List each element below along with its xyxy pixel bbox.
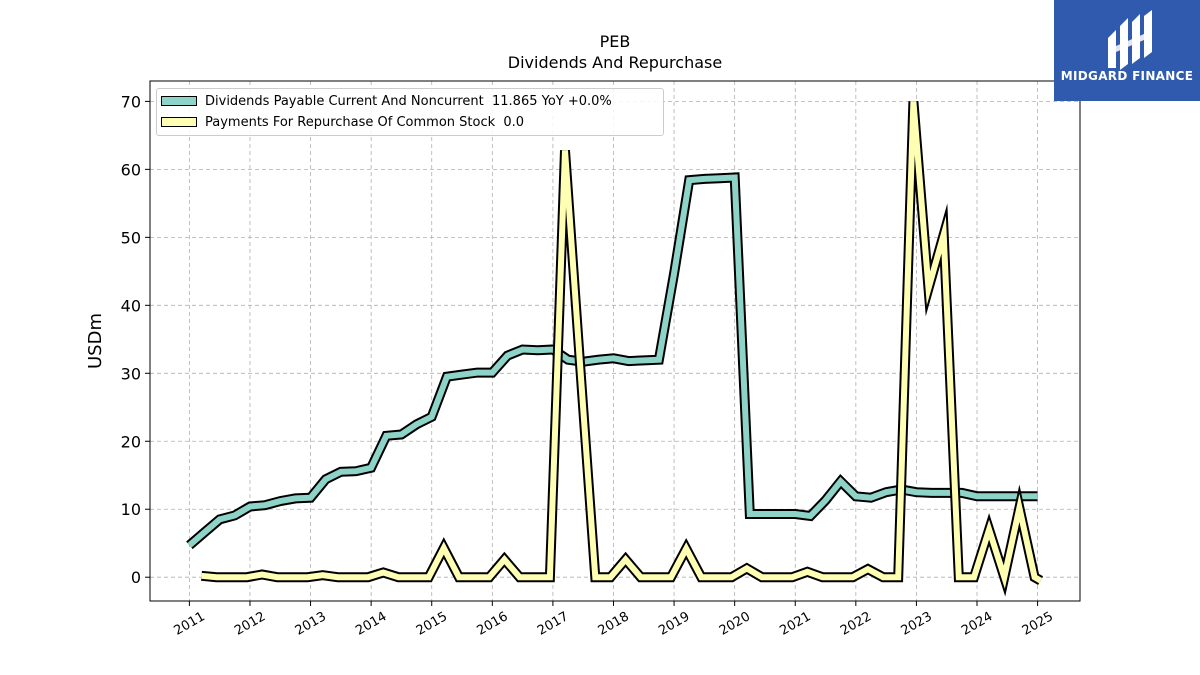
chart-title: PEB [599,32,631,51]
y-tick-label: 0 [131,568,141,587]
y-tick-label: 40 [121,296,141,315]
legend-swatch-repurchase [161,117,197,127]
grid-lines [150,81,1080,601]
series-repurchase-line [201,101,1043,589]
plot-frame [149,80,1081,602]
chart-subtitle: Dividends And Repurchase [507,53,723,72]
logo-text: MIDGARD FINANCE [1060,69,1194,83]
series-lines [186,100,1044,597]
x-tick-label: 2024 [959,609,995,639]
series-repurchase-outline [201,100,1044,597]
x-tick-label: 2011 [172,609,208,639]
y-tick-label: 70 [121,92,141,111]
y-axis-label: USDm [85,313,106,369]
x-tick-label: 2020 [717,609,753,639]
x-tick-label: 2023 [899,609,935,639]
x-tick-label: 2017 [535,609,571,639]
x-tick-label: 2025 [1020,609,1056,639]
x-tick-label: 2018 [596,609,632,639]
logo-mark-icon [1108,10,1152,70]
y-tick-label: 50 [121,228,141,247]
x-tick-label: 2016 [474,609,510,639]
legend-label-dividends: Dividends Payable Current And Noncurrent… [205,93,612,109]
x-tick-label: 2012 [232,609,268,639]
y-tick-label: 10 [121,500,141,519]
logo: MIDGARD FINANCE [1054,0,1200,101]
legend-swatch-dividends [161,96,197,106]
legend-item-dividends: Dividends Payable Current And Noncurrent… [161,92,612,110]
x-tick-label: 2014 [353,609,389,639]
y-tick-label: 60 [121,160,141,179]
legend-item-repurchase: Payments For Repurchase Of Common Stock … [161,113,524,131]
x-tick-label: 2022 [838,609,874,639]
legend: Dividends Payable Current And Noncurrent… [156,88,664,136]
x-tick-label: 2013 [293,609,329,639]
x-tick-label: 2021 [777,609,813,639]
y-tick-label: 20 [121,432,141,451]
y-tick-label: 30 [121,364,141,383]
x-tick-label: 2015 [414,609,450,639]
x-tick-label: 2019 [656,609,692,639]
legend-label-repurchase: Payments For Repurchase Of Common Stock … [205,114,525,130]
